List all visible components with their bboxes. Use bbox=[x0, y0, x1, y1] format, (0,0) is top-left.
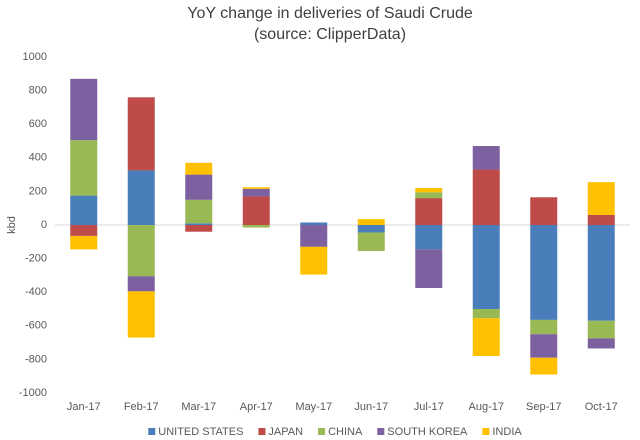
legend-swatch bbox=[318, 428, 326, 435]
chart-subtitle: (source: ClipperData) bbox=[254, 26, 406, 43]
bar-segment bbox=[185, 174, 213, 200]
bar-segment bbox=[415, 192, 443, 199]
legend-swatch bbox=[148, 428, 156, 435]
legend-label: INDIA bbox=[492, 426, 522, 438]
bar-segment bbox=[242, 188, 270, 197]
y-tick-label: -1000 bbox=[19, 387, 47, 399]
bar-segment bbox=[472, 146, 500, 170]
y-tick-label: 200 bbox=[29, 185, 47, 197]
bar-segment bbox=[415, 198, 443, 225]
bar-segment bbox=[70, 225, 98, 236]
legend-label: SOUTH KOREA bbox=[387, 426, 468, 438]
bar-segment bbox=[185, 199, 213, 224]
bar-segment bbox=[472, 169, 500, 225]
legend-swatch bbox=[482, 428, 490, 435]
bar-segment bbox=[127, 170, 155, 225]
bar-segment bbox=[242, 196, 270, 225]
x-tick-label: Jan-17 bbox=[67, 401, 101, 413]
bar-segment bbox=[70, 78, 98, 141]
x-tick-label: Feb-17 bbox=[124, 401, 159, 413]
bar-segment bbox=[357, 225, 385, 233]
bar-segment bbox=[472, 318, 500, 357]
y-tick-label: 600 bbox=[29, 118, 47, 130]
x-tick-label: Jun-17 bbox=[354, 401, 388, 413]
bar-segment bbox=[587, 225, 615, 321]
bar-segment bbox=[472, 309, 500, 319]
bar-segment bbox=[185, 225, 213, 232]
bar-segment bbox=[415, 249, 443, 288]
y-tick-label: -400 bbox=[25, 286, 47, 298]
chart-title: YoY change in deliveries of Saudi Crude bbox=[187, 5, 473, 22]
bar-segment bbox=[127, 291, 155, 338]
legend-label: JAPAN bbox=[268, 426, 303, 438]
bar-segment bbox=[587, 320, 615, 339]
bar-segment bbox=[70, 235, 98, 250]
bar-segment bbox=[357, 219, 385, 225]
y-tick-label: -800 bbox=[25, 353, 47, 365]
y-tick-label: 400 bbox=[29, 152, 47, 164]
bar-segment bbox=[242, 225, 270, 228]
bar-segment bbox=[530, 225, 558, 320]
bar-segment bbox=[300, 246, 328, 275]
bar-segment bbox=[300, 222, 328, 225]
x-tick-label: Apr-17 bbox=[240, 401, 273, 413]
x-tick-label: Aug-17 bbox=[469, 401, 504, 413]
bar-segment bbox=[415, 188, 443, 193]
x-tick-label: Sep-17 bbox=[526, 401, 561, 413]
bar-segment bbox=[127, 225, 155, 277]
bar-segment bbox=[530, 357, 558, 375]
bar-segment bbox=[587, 214, 615, 225]
bar-segment bbox=[300, 225, 328, 247]
bar-segment bbox=[530, 319, 558, 335]
bar-segment bbox=[530, 334, 558, 358]
bar-segment bbox=[127, 276, 155, 292]
legend-swatch bbox=[377, 428, 385, 435]
bar-segment bbox=[472, 225, 500, 309]
bar-segment bbox=[587, 338, 615, 349]
x-tick-label: Oct-17 bbox=[585, 401, 618, 413]
bar-segment bbox=[242, 187, 270, 189]
y-axis-label: kbd bbox=[6, 216, 18, 234]
legend-swatch bbox=[258, 428, 266, 435]
x-tick-label: May-17 bbox=[295, 401, 332, 413]
x-tick-label: Mar-17 bbox=[181, 401, 216, 413]
bar-segment bbox=[127, 97, 155, 171]
bar-segment bbox=[70, 195, 98, 225]
bar-segment bbox=[530, 197, 558, 225]
x-tick-label: Jul-17 bbox=[414, 401, 444, 413]
bar-segment bbox=[357, 232, 385, 252]
y-tick-label: 800 bbox=[29, 85, 47, 97]
bar-segment bbox=[185, 162, 213, 175]
y-tick-label: -200 bbox=[25, 253, 47, 265]
legend-label: CHINA bbox=[328, 426, 363, 438]
bar-segment bbox=[70, 140, 98, 196]
y-tick-label: -600 bbox=[25, 320, 47, 332]
y-tick-label: 0 bbox=[41, 219, 47, 231]
bar-segment bbox=[185, 223, 213, 225]
legend-label: UNITED STATES bbox=[158, 426, 243, 438]
y-tick-label: 1000 bbox=[23, 51, 47, 63]
bar-segment bbox=[415, 225, 443, 250]
bar-segment bbox=[587, 182, 615, 215]
